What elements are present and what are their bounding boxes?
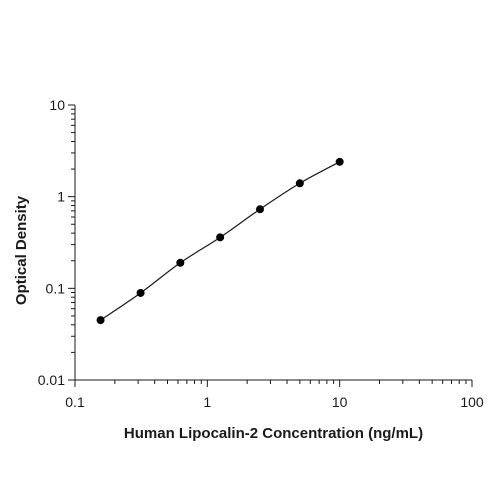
data-point: [295, 179, 304, 188]
y-tick-label: 10: [49, 97, 65, 113]
data-point: [136, 288, 145, 297]
y-tick-label: 0.01: [38, 372, 65, 388]
data-point: [216, 233, 225, 242]
x-tick-label: 100: [460, 394, 484, 410]
x-tick-label: 10: [332, 394, 348, 410]
x-tick-label: 1: [203, 394, 211, 410]
y-axis: 0.01 0.1 1 10: [38, 97, 76, 388]
y-ticks: 0.01 0.1 1 10: [38, 97, 75, 388]
x-axis-title: Human Lipocalin-2 Concentration (ng/mL): [124, 425, 423, 442]
x-ticks: 0.1 1 10 100: [65, 380, 484, 410]
y-tick-label: 1: [57, 189, 65, 205]
data-point: [255, 205, 264, 214]
y-tick-label: 0.1: [46, 280, 66, 296]
x-axis: 0.1 1 10 100: [65, 379, 484, 410]
data-point: [335, 157, 344, 166]
data-points: [96, 157, 344, 325]
y-axis-title: Optical Density: [13, 195, 30, 305]
data-point: [96, 316, 105, 325]
x-tick-label: 0.1: [65, 394, 85, 410]
data-point: [176, 258, 185, 267]
